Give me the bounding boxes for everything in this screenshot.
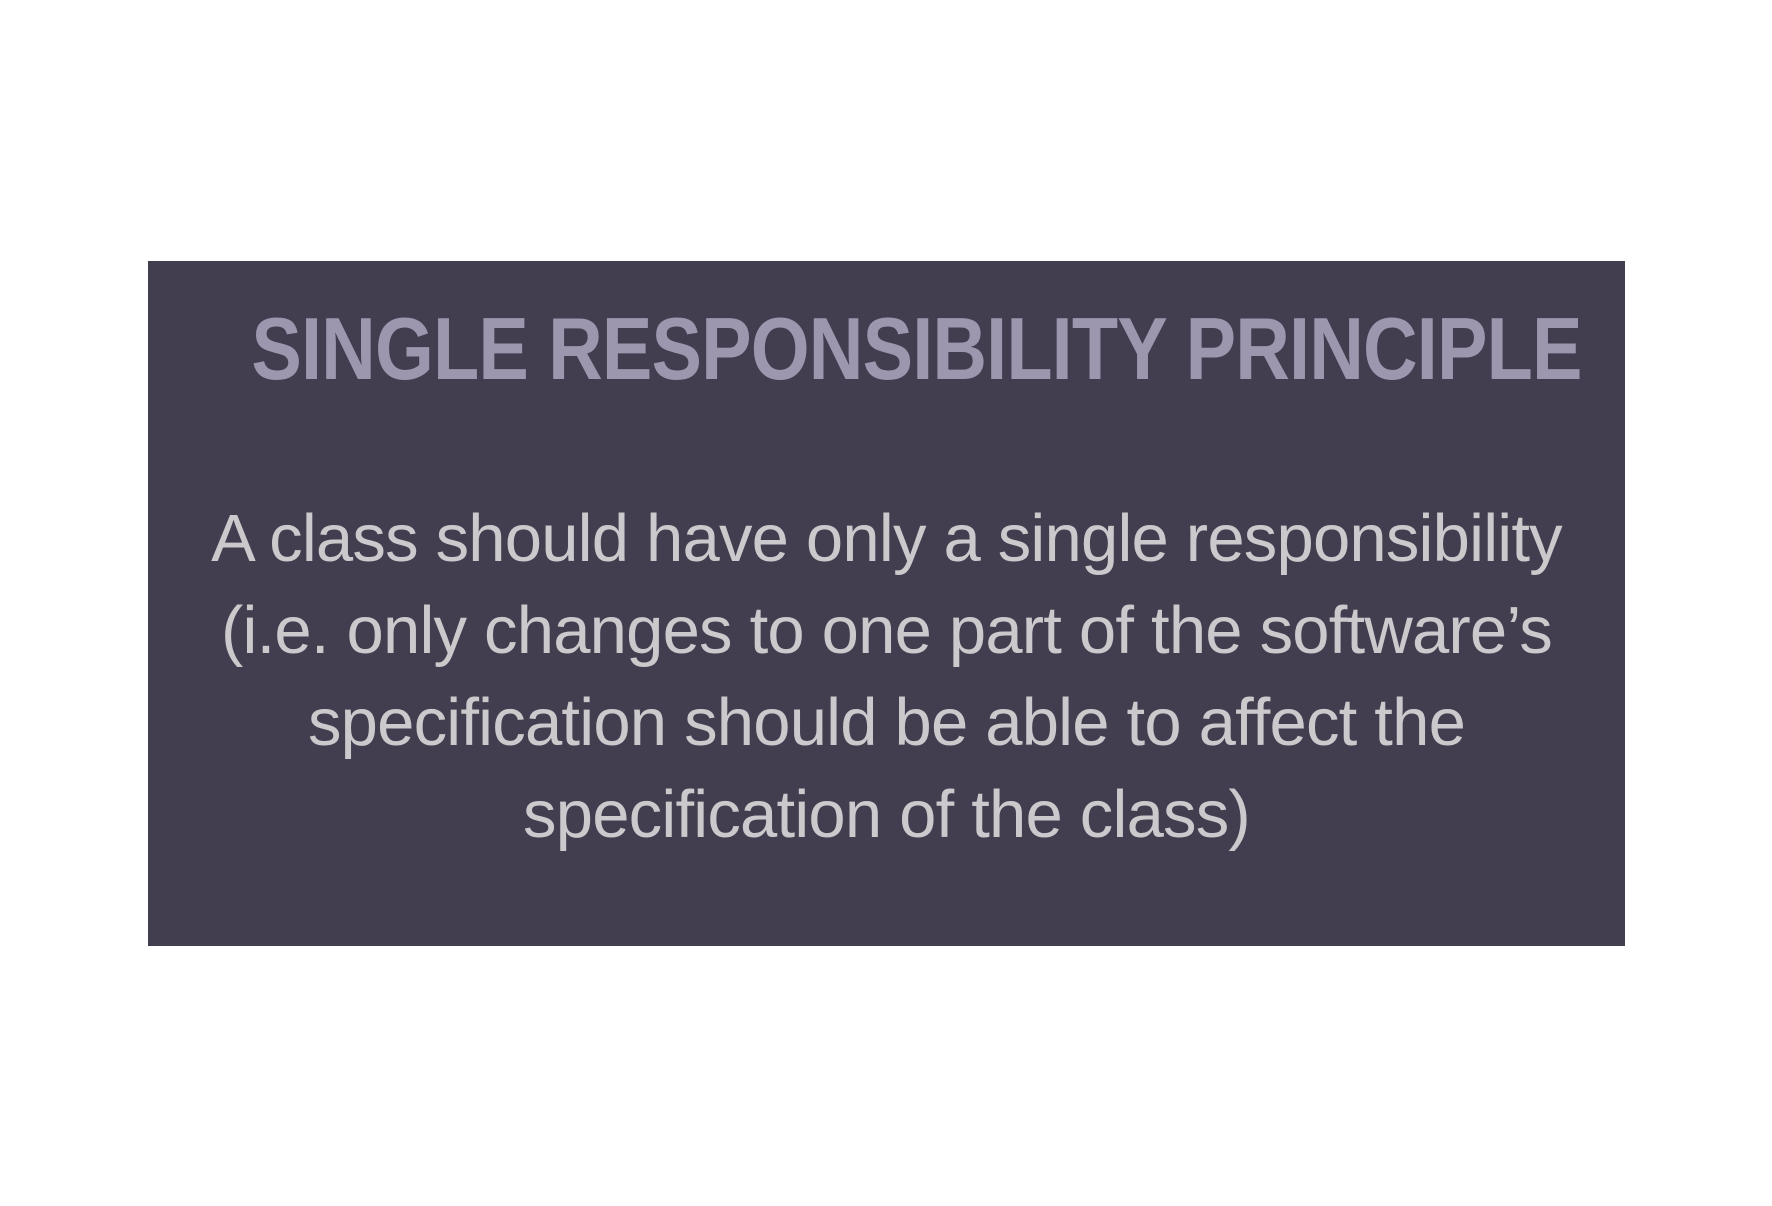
description-line-2: (i.e. only changes to one part of the so… <box>221 593 1553 668</box>
description-line-4: specification of the class) <box>523 777 1251 852</box>
description-line-1: A class should have only a single respon… <box>211 501 1563 576</box>
description-line-3: specification should be able to affect t… <box>307 685 1466 760</box>
principle-card: SINGLE RESPONSIBILITY PRINCIPLE A class … <box>148 261 1625 946</box>
slide-title: SINGLE RESPONSIBILITY PRINCIPLE <box>251 299 1582 398</box>
principle-description: A class should have only a single respon… <box>148 493 1625 861</box>
